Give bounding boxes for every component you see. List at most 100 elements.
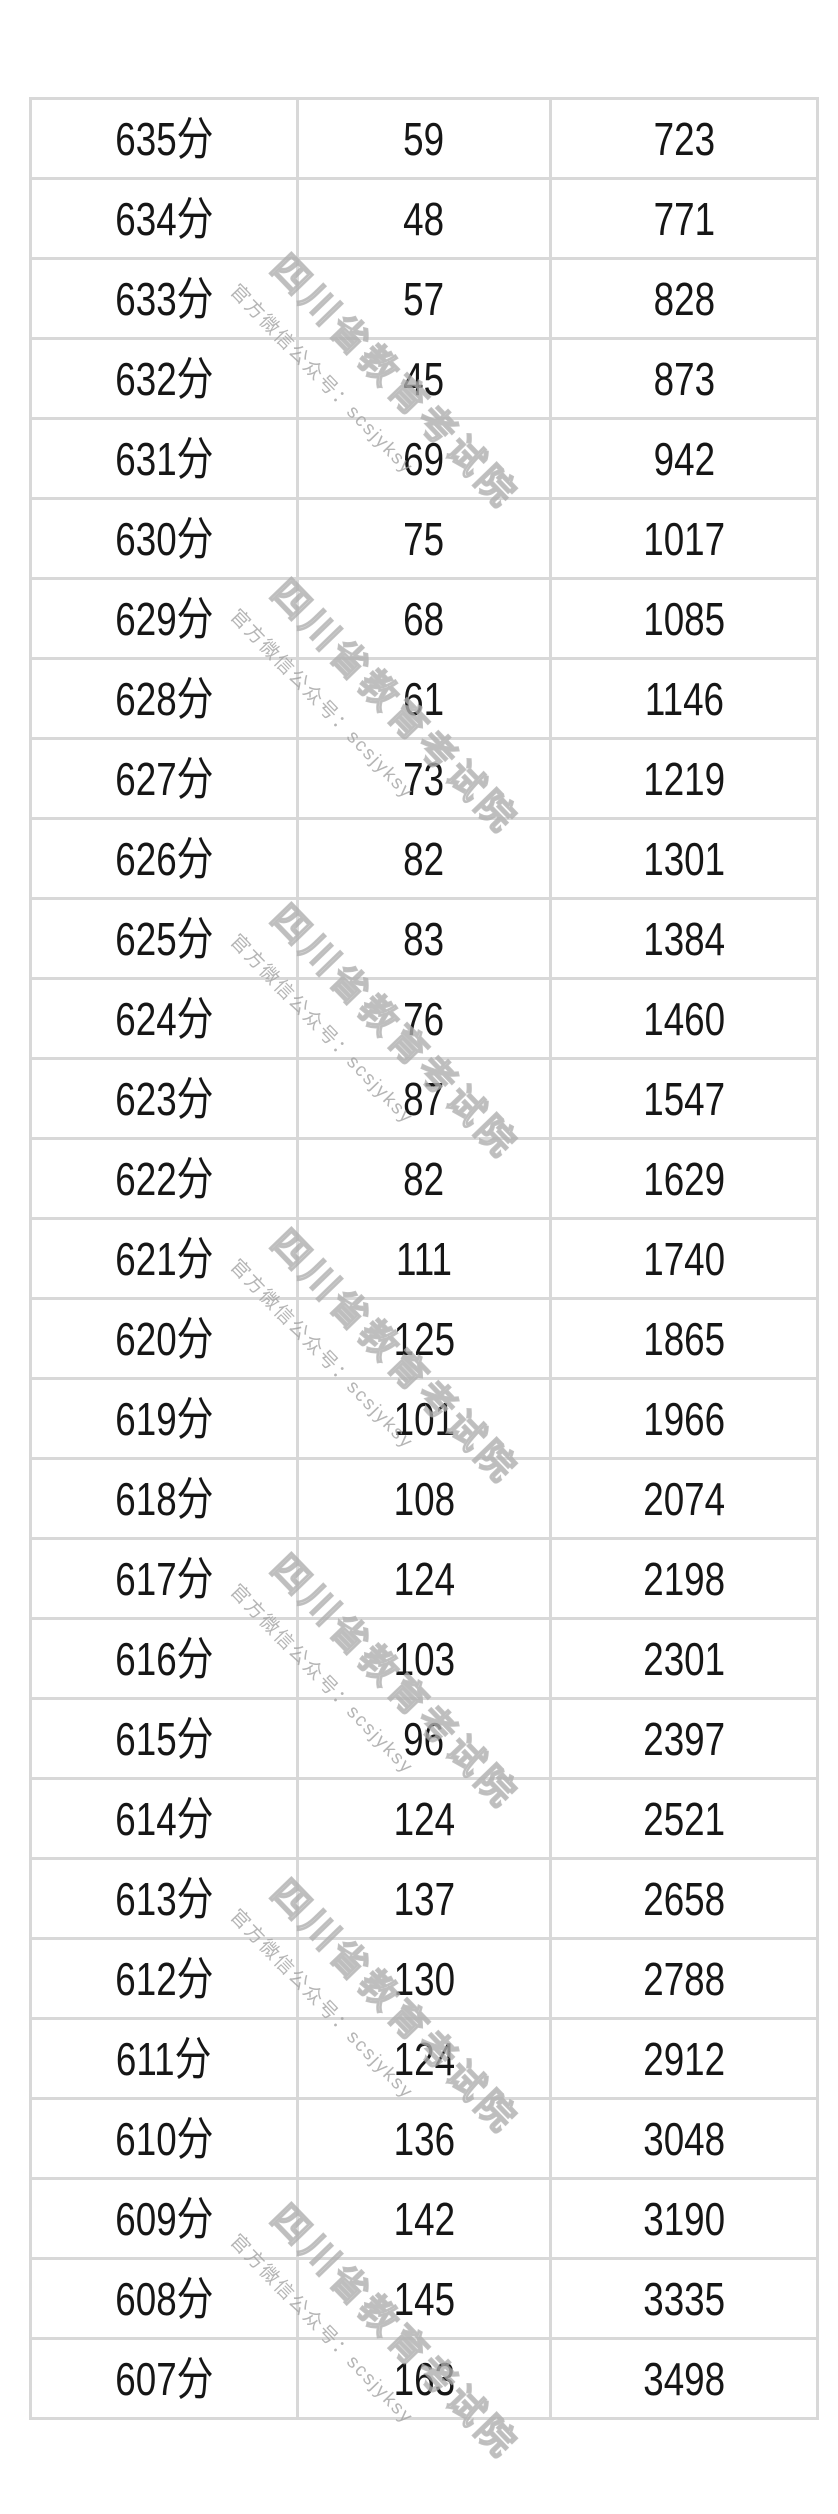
score-cell: 619分	[29, 1377, 299, 1460]
cumulative-cell: 873	[549, 337, 819, 420]
score-cell-text: 621分	[114, 1232, 214, 1285]
cumulative-cell: 1629	[549, 1137, 819, 1220]
table-row: 618分 108 2074	[29, 1457, 819, 1540]
score-cell-text: 615分	[114, 1712, 214, 1765]
score-cell-text: 611分	[116, 2032, 212, 2085]
score-cell-text: 618分	[114, 1472, 214, 1525]
score-cell: 625分	[29, 897, 299, 980]
score-cell-text: 608分	[114, 2272, 214, 2325]
cumulative-cell-text: 1740	[643, 1232, 725, 1285]
score-cell: 607分	[29, 2337, 299, 2420]
table-row: 619分 101 1966	[29, 1377, 819, 1460]
cumulative-cell: 2658	[549, 1857, 819, 1940]
table-row: 610分 136 3048	[29, 2097, 819, 2180]
cumulative-cell: 2301	[549, 1617, 819, 1700]
count-cell-text: 69	[403, 432, 445, 485]
cumulative-cell: 3190	[549, 2177, 819, 2260]
cumulative-cell-text: 1966	[643, 1392, 725, 1445]
count-cell: 130	[296, 1937, 552, 2020]
cumulative-cell: 2397	[549, 1697, 819, 1780]
cumulative-cell: 1740	[549, 1217, 819, 1300]
cumulative-cell: 771	[549, 177, 819, 260]
count-cell-text: 101	[393, 1392, 455, 1445]
score-cell-text: 625分	[114, 912, 214, 965]
table-row: 635分 59 723	[29, 97, 819, 180]
cumulative-cell-text: 3498	[643, 2352, 725, 2405]
count-cell: 82	[296, 817, 552, 900]
cumulative-cell: 2521	[549, 1777, 819, 1860]
score-cell-text: 632分	[114, 352, 214, 405]
table-row: 615分 96 2397	[29, 1697, 819, 1780]
cumulative-cell: 3335	[549, 2257, 819, 2340]
table-row: 627分 73 1219	[29, 737, 819, 820]
table-row: 631分 69 942	[29, 417, 819, 500]
count-cell-text: 45	[403, 352, 445, 405]
table-row: 620分 125 1865	[29, 1297, 819, 1380]
cumulative-cell: 3498	[549, 2337, 819, 2420]
cumulative-cell: 2198	[549, 1537, 819, 1620]
score-cell: 617分	[29, 1537, 299, 1620]
cumulative-cell: 1966	[549, 1377, 819, 1460]
score-cell-text: 628分	[114, 672, 214, 725]
score-distribution-table: 635分 59 723 634分 48 771 633分 57 828 632分 45 873 631分…	[29, 97, 819, 2420]
count-cell-text: 163	[393, 2352, 455, 2405]
cumulative-cell: 2074	[549, 1457, 819, 1540]
table-row: 608分 145 3335	[29, 2257, 819, 2340]
cumulative-cell: 723	[549, 97, 819, 180]
score-cell-text: 616分	[114, 1632, 214, 1685]
count-cell-text: 136	[393, 2112, 455, 2165]
score-cell: 608分	[29, 2257, 299, 2340]
count-cell: 96	[296, 1697, 552, 1780]
score-cell: 610分	[29, 2097, 299, 2180]
cumulative-cell: 1219	[549, 737, 819, 820]
cumulative-cell: 1384	[549, 897, 819, 980]
cumulative-cell: 828	[549, 257, 819, 340]
count-cell-text: 142	[393, 2192, 455, 2245]
count-cell: 45	[296, 337, 552, 420]
count-cell: 83	[296, 897, 552, 980]
score-cell-text: 633分	[114, 272, 214, 325]
count-cell-text: 61	[403, 672, 445, 725]
count-cell: 124	[296, 1537, 552, 1620]
table-row: 624分 76 1460	[29, 977, 819, 1060]
cumulative-cell-text: 1146	[644, 672, 724, 725]
cumulative-cell-text: 1085	[643, 592, 725, 645]
score-cell: 626分	[29, 817, 299, 900]
score-cell-text: 613分	[114, 1872, 214, 1925]
cumulative-cell: 942	[549, 417, 819, 500]
cumulative-cell-text: 1219	[643, 752, 725, 805]
count-cell: 108	[296, 1457, 552, 1540]
cumulative-cell: 1865	[549, 1297, 819, 1380]
score-cell: 609分	[29, 2177, 299, 2260]
count-cell: 101	[296, 1377, 552, 1460]
score-cell-text: 630分	[114, 512, 214, 565]
table-row: 628分 61 1146	[29, 657, 819, 740]
score-cell-text: 614分	[114, 1792, 214, 1845]
count-cell: 76	[296, 977, 552, 1060]
cumulative-cell-text: 2198	[643, 1552, 725, 1605]
cumulative-cell-text: 1460	[643, 992, 725, 1045]
score-cell: 627分	[29, 737, 299, 820]
cumulative-cell-text: 2658	[643, 1872, 725, 1925]
count-cell: 75	[296, 497, 552, 580]
table-row: 634分 48 771	[29, 177, 819, 260]
score-cell-text: 635分	[114, 112, 214, 165]
table-row: 626分 82 1301	[29, 817, 819, 900]
score-cell-text: 634分	[114, 192, 214, 245]
cumulative-cell-text: 2074	[643, 1472, 725, 1525]
score-cell: 618分	[29, 1457, 299, 1540]
score-cell: 616分	[29, 1617, 299, 1700]
score-cell: 629分	[29, 577, 299, 660]
cumulative-cell-text: 3335	[643, 2272, 725, 2325]
cumulative-cell-text: 873	[653, 352, 715, 405]
cumulative-cell-text: 1017	[643, 512, 725, 565]
score-cell: 614分	[29, 1777, 299, 1860]
cumulative-cell-text: 1865	[643, 1312, 725, 1365]
count-cell-text: 82	[403, 1152, 445, 1205]
count-cell-text: 124	[393, 1792, 455, 1845]
count-cell: 57	[296, 257, 552, 340]
cumulative-cell-text: 1384	[643, 912, 725, 965]
count-cell: 142	[296, 2177, 552, 2260]
count-cell-text: 68	[403, 592, 445, 645]
cumulative-cell: 2788	[549, 1937, 819, 2020]
